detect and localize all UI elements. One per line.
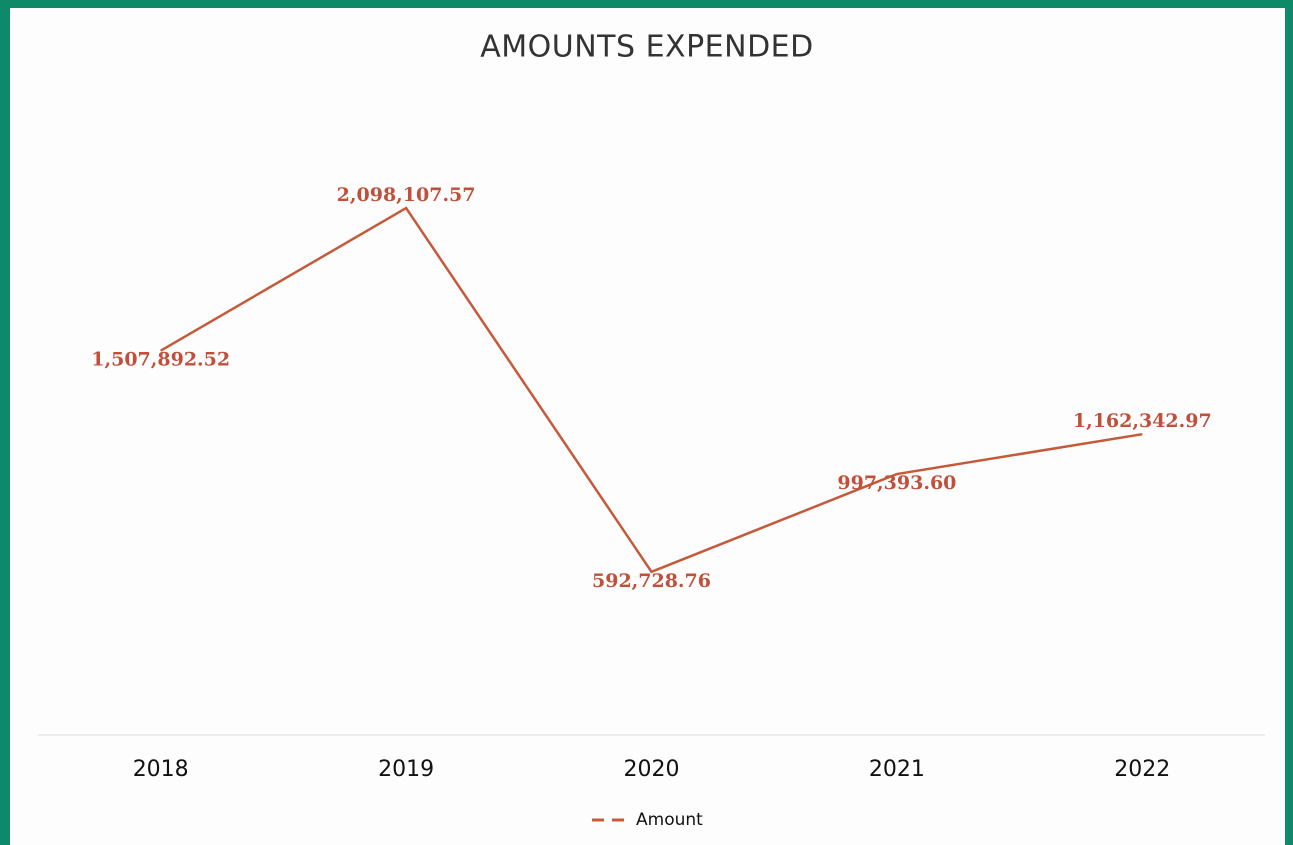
- data-label: 1,507,892.52: [91, 349, 230, 371]
- x-tick-label: 2018: [133, 757, 189, 782]
- chart: AMOUNTS EXPENDED 2018 2019 2020 2021 2022 1,5…: [38, 30, 1265, 830]
- data-label: 1,162,342.97: [1073, 410, 1212, 432]
- x-tick-label: 2021: [869, 757, 925, 782]
- data-label: 997,393.60: [837, 472, 956, 494]
- x-tick-label: 2022: [1114, 757, 1170, 782]
- line: [160, 206, 1143, 574]
- x-tick-label: 2020: [624, 757, 680, 782]
- data-label: 592,728.76: [592, 570, 711, 592]
- legend-label: Amount: [636, 810, 703, 830]
- chart-frame: AMOUNTS EXPENDED 2018 2019 2020 2021 2022 1,5…: [10, 8, 1285, 845]
- chart-title: AMOUNTS EXPENDED: [480, 30, 813, 65]
- x-tick-label: 2019: [378, 757, 434, 782]
- data-label: 2,098,107.57: [337, 184, 476, 206]
